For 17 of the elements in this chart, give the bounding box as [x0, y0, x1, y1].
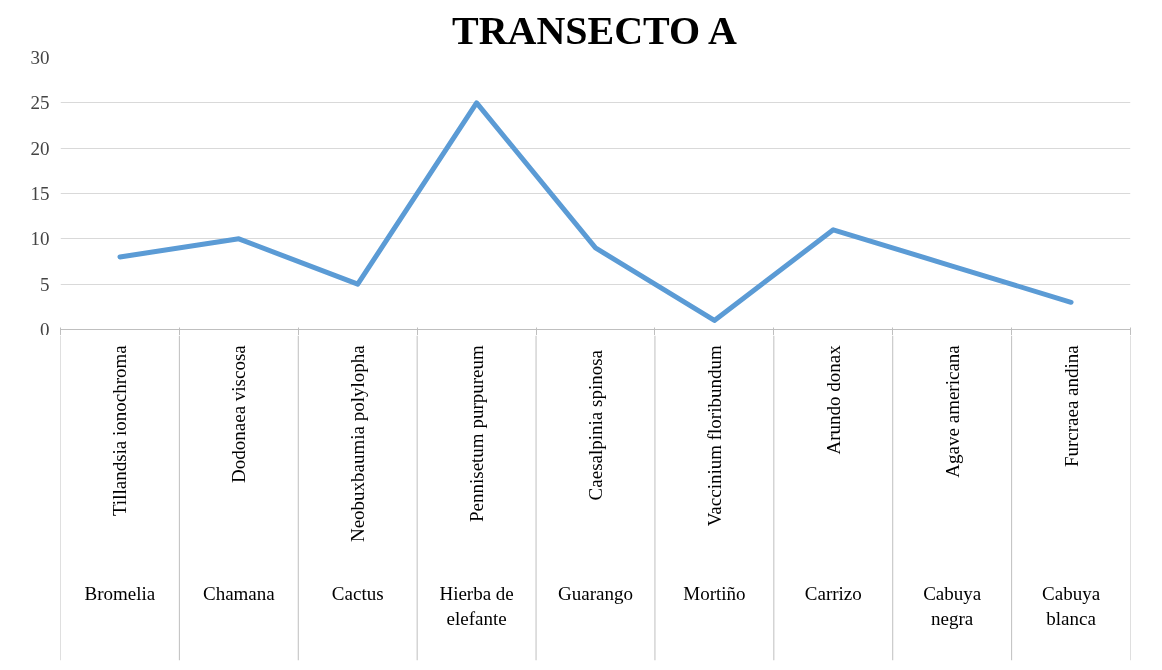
y-tick-label: 0 [40, 318, 50, 340]
category-label: Dodonaea viscosa Chamana [202, 345, 275, 604]
category-label: Agave americana Cabuya negra [923, 345, 982, 629]
y-tick-label: 20 [30, 137, 50, 159]
y-tick-label: 15 [30, 183, 50, 204]
y-tick-label: 25 [30, 92, 50, 114]
y-tick-label: 30 [30, 47, 50, 68]
category-label: Neobuxbaumia polylopha Cactus [331, 345, 384, 604]
y-tick-label: 10 [30, 228, 50, 250]
category-label: Vaccinium floribundum Mortiño [683, 345, 746, 604]
category-label: Tillandsia ionochroma Bromelia [84, 345, 156, 604]
y-tick-label: 5 [40, 273, 50, 295]
category-label: Caesalpinia spinosa Guarango [558, 350, 633, 604]
category-label: Arundo donax Carrizo [804, 345, 862, 604]
category-label: Pennisetum purpureum Hierba de elefante [439, 345, 514, 629]
chart-title: TRANSECTO A [451, 7, 737, 53]
category-label: Furcraea andina Cabuya blanca [1042, 345, 1101, 629]
